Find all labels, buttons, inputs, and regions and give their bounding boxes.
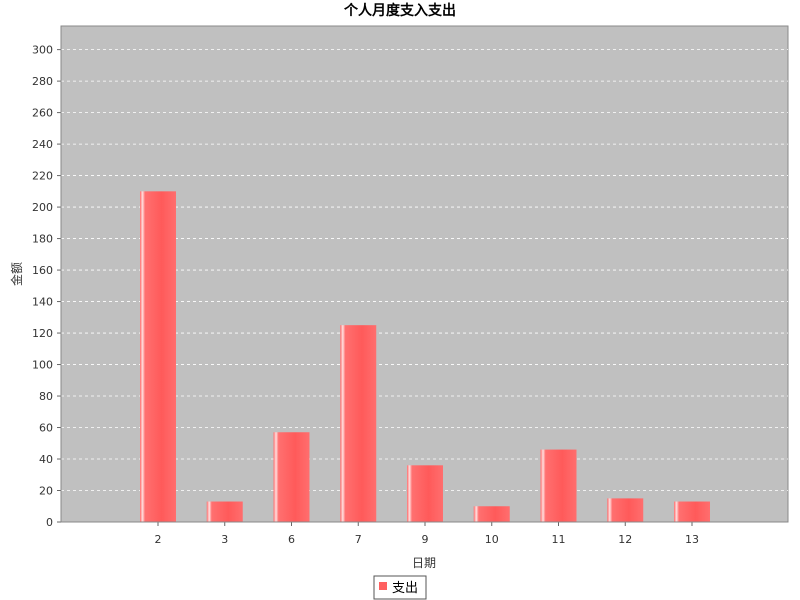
x-tick-label: 2 <box>155 533 162 546</box>
legend-label: 支出 <box>392 581 418 596</box>
plot-area <box>60 25 789 523</box>
y-tick-label: 180 <box>32 233 53 246</box>
y-tick-label: 120 <box>32 327 53 340</box>
x-tick-label: 13 <box>685 533 699 546</box>
y-tick-label: 80 <box>39 390 53 403</box>
y-tick-label: 140 <box>32 296 53 309</box>
y-tick-label: 20 <box>39 485 53 498</box>
bar-13 <box>674 501 710 522</box>
legend: 支出 <box>373 575 427 600</box>
x-axis-label: 日期 <box>412 556 436 570</box>
bar-7 <box>340 325 377 522</box>
y-tick-label: 300 <box>32 44 53 57</box>
x-tick-label: 12 <box>618 533 632 546</box>
chart-title: 个人月度支入支出 <box>343 2 456 19</box>
x-tick-label: 10 <box>485 533 499 546</box>
y-tick-label: 220 <box>32 170 53 183</box>
x-tick-label: 7 <box>355 533 362 546</box>
x-tick-label: 6 <box>288 533 295 546</box>
legend-box <box>373 575 427 600</box>
y-tick-label: 100 <box>32 359 53 372</box>
bar-10 <box>473 506 510 522</box>
bar-11 <box>540 449 577 522</box>
y-tick-label: 160 <box>32 264 53 277</box>
y-tick-label: 0 <box>46 516 53 529</box>
y-axis-label: 金额 <box>9 262 24 286</box>
x-tick-label: 11 <box>552 533 566 546</box>
y-tick-label: 60 <box>39 422 53 435</box>
bar-12 <box>607 498 644 522</box>
y-tick-label: 40 <box>39 453 53 466</box>
bar-2 <box>140 191 176 523</box>
y-tick-label: 260 <box>32 107 53 120</box>
bar-3 <box>206 501 243 522</box>
x-axis-ticks: 2 3 6 7 9 10 11 12 13 <box>155 522 699 546</box>
legend-swatch <box>379 582 387 590</box>
bar-9 <box>407 465 443 522</box>
bars <box>140 191 710 523</box>
y-tick-label: 280 <box>32 75 53 88</box>
y-tick-label: 200 <box>32 201 53 214</box>
gridlines <box>61 49 788 491</box>
x-tick-label: 9 <box>422 533 429 546</box>
y-axis-ticks: 0 20 40 60 80 100 120 140 160 180 200 220 240 260 280 3… <box>32 44 61 529</box>
bar-6 <box>273 432 310 522</box>
y-tick-label: 240 <box>32 138 53 151</box>
x-tick-label: 3 <box>221 533 228 546</box>
